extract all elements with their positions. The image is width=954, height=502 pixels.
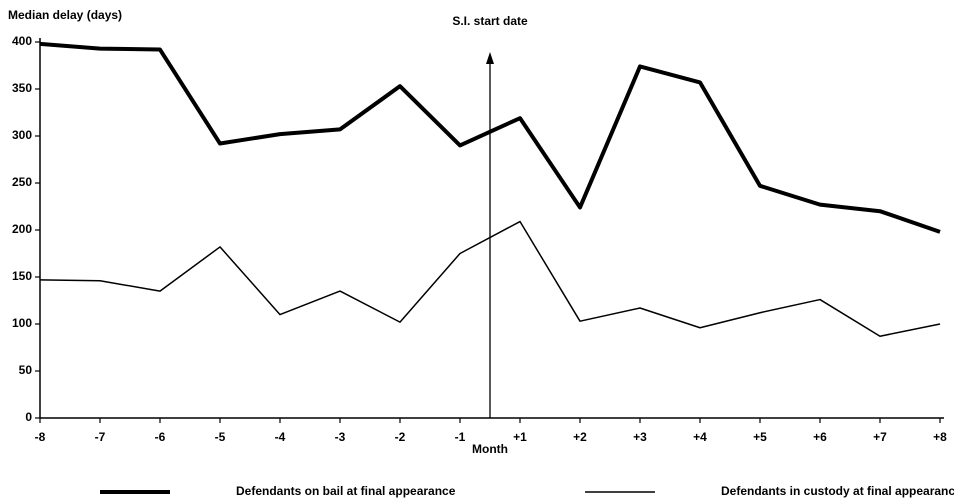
x-tick-label: +7 xyxy=(873,430,887,444)
x-tick-label: -7 xyxy=(95,430,106,444)
y-tick-label: 350 xyxy=(12,81,32,95)
legend-label: Defendants on bail at final appearance xyxy=(236,484,456,498)
x-tick-label: +5 xyxy=(753,430,767,444)
y-tick-label: 50 xyxy=(19,363,33,377)
legend-label: Defendants in custody at final appearanc… xyxy=(721,484,954,498)
x-tick-label: -8 xyxy=(35,430,46,444)
y-tick-label: 150 xyxy=(12,269,32,283)
annotation-arrowhead xyxy=(486,52,494,64)
data-line xyxy=(39,220,941,337)
x-tick-label: -2 xyxy=(395,430,406,444)
x-tick-label: -4 xyxy=(275,430,286,444)
x-tick-label: +4 xyxy=(693,430,707,444)
x-tick-label: -3 xyxy=(335,430,346,444)
y-tick-label: 250 xyxy=(12,175,32,189)
x-tick-label: +2 xyxy=(573,430,587,444)
y-axis-label: Median delay (days) xyxy=(8,8,122,22)
x-tick-label: +8 xyxy=(933,430,947,444)
y-tick-label: 100 xyxy=(12,316,32,330)
data-line xyxy=(39,41,941,234)
annotation: S.I. start date xyxy=(452,14,528,28)
y-tick-label: 0 xyxy=(25,410,32,424)
x-tick-label: -1 xyxy=(455,430,466,444)
x-axis-label: Month xyxy=(472,442,508,456)
x-tick-label: +3 xyxy=(633,430,647,444)
x-tick-label: +1 xyxy=(513,430,527,444)
y-tick-label: 200 xyxy=(12,222,32,236)
x-tick-label: +6 xyxy=(813,430,827,444)
x-tick-label: -5 xyxy=(215,430,226,444)
y-tick-label: 300 xyxy=(12,128,32,142)
y-tick-label: 400 xyxy=(12,34,32,48)
x-tick-label: -6 xyxy=(155,430,166,444)
